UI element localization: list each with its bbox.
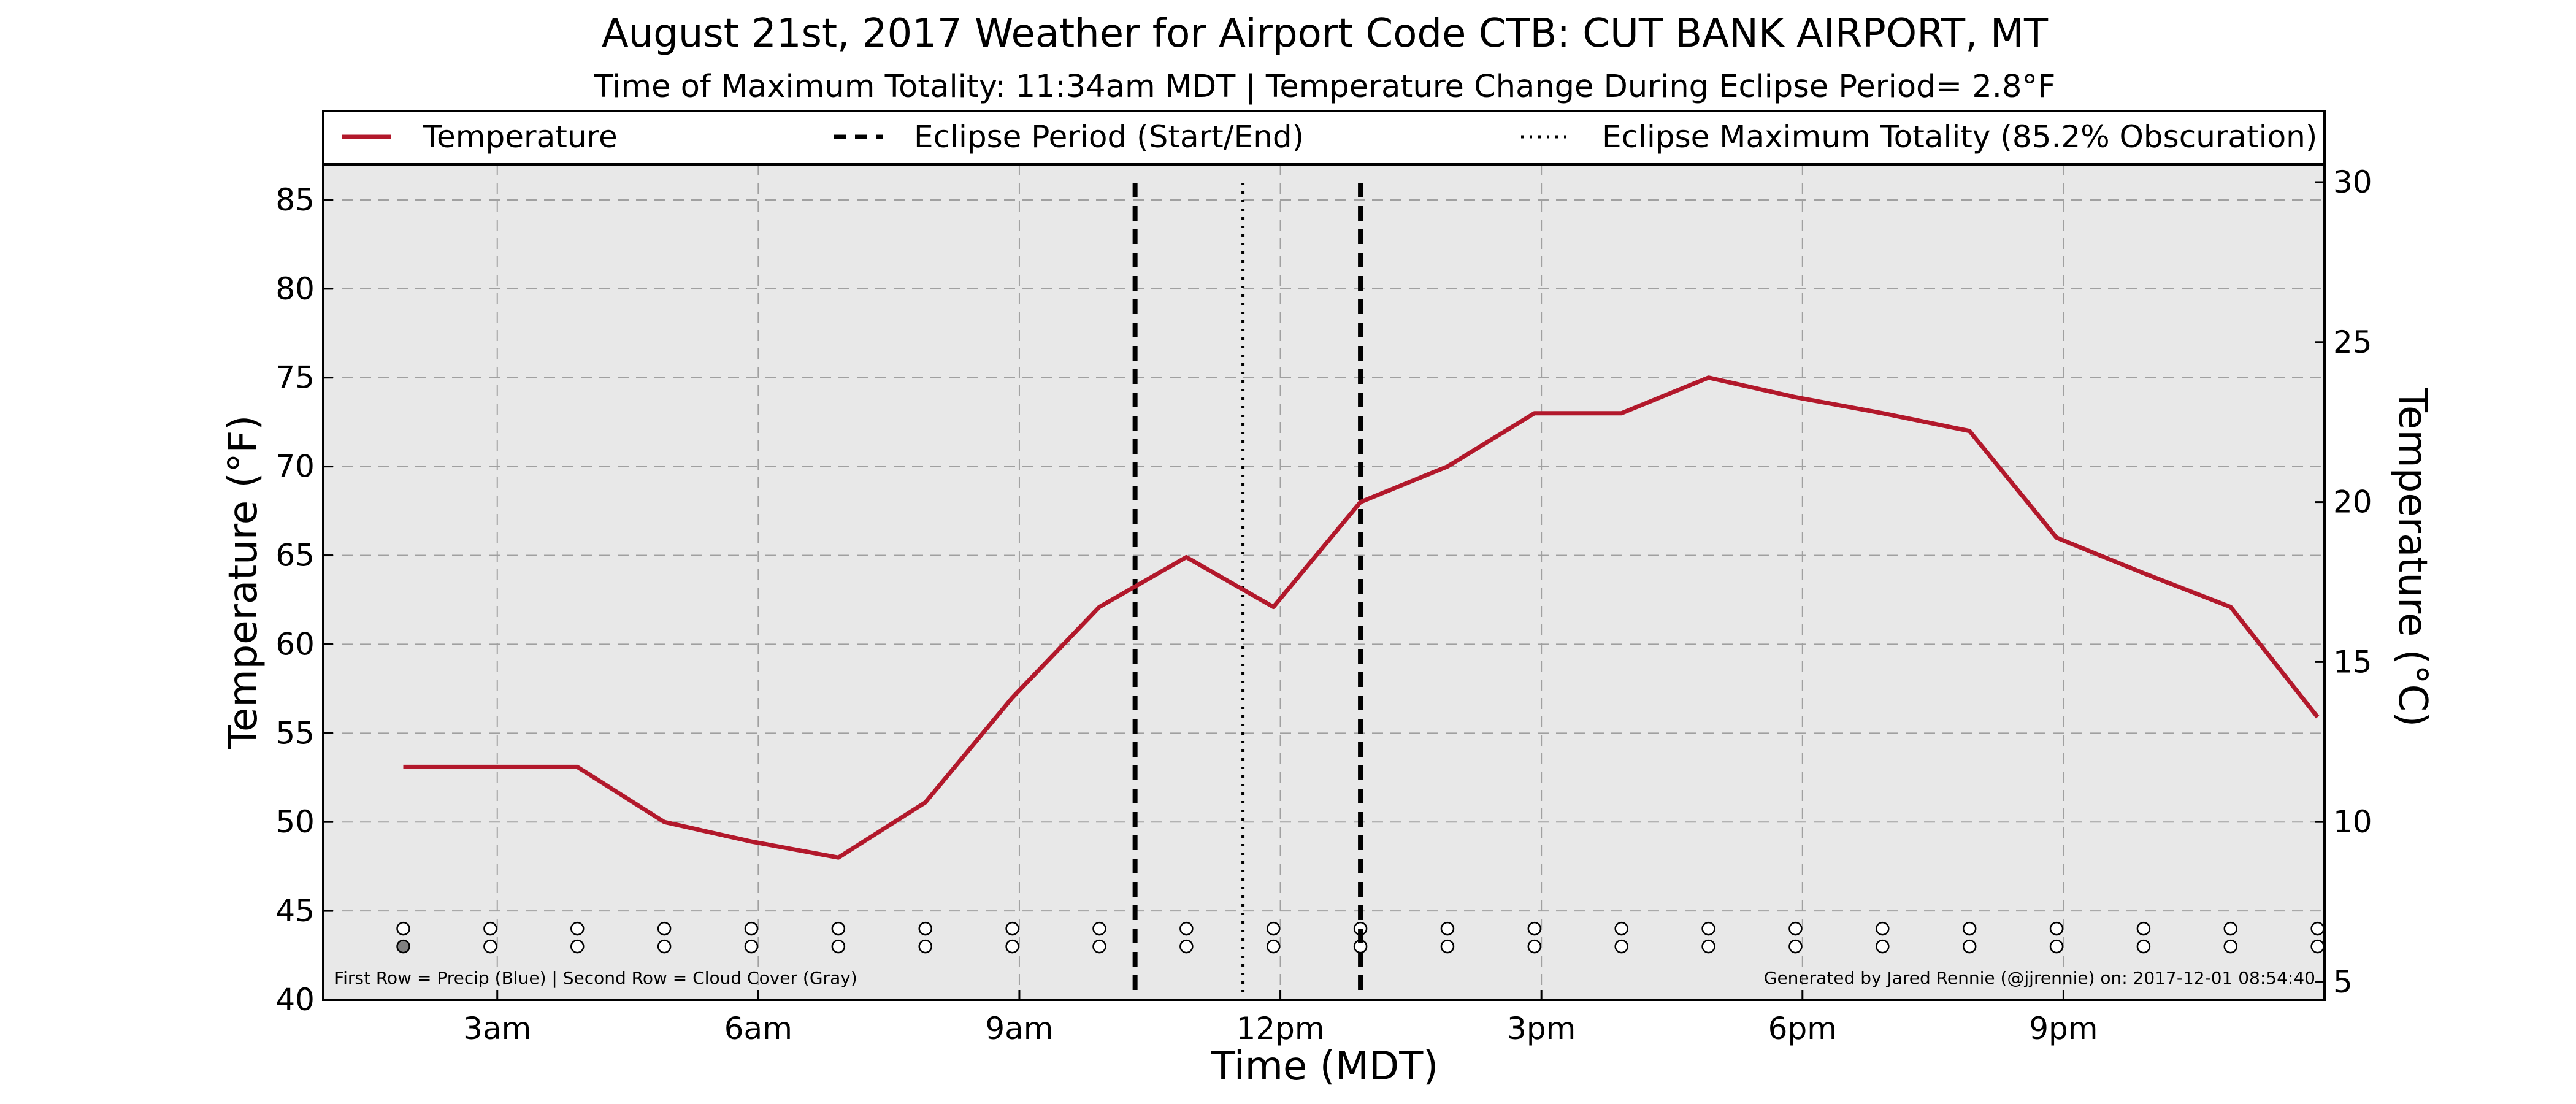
legend-eclipse-period-label: Eclipse Period (Start/End) [914,119,1304,155]
precip-marker [657,921,672,936]
y-tick-label: 75 [275,360,315,396]
y-tick-label: 85 [275,182,315,218]
precip-marker [396,921,410,936]
x-tick-label: 12pm [1236,1011,1325,1046]
precip-marker [2310,921,2325,936]
precip-marker [1440,921,1455,936]
precip-marker [744,921,759,936]
cloud-cover-marker [1962,939,1977,954]
cloud-cover-marker [657,939,672,954]
x-tick-label: 9pm [2029,1011,2098,1046]
y-axis-label-left: Temperature (°F) [221,415,266,750]
plot-area [322,163,2326,1001]
cloud-cover-marker [831,939,846,954]
precip-marker [1179,921,1194,936]
cloud-cover-marker [1788,939,1803,954]
y-tick-label: 45 [275,893,315,929]
y-axis-right: 5 10 15 20 25 30 [2315,164,2372,1000]
precip-marker [1005,921,1019,936]
y-tick-label: 55 [275,715,315,751]
y-right-tick-label: 15 [2333,644,2372,680]
legend-max-totality-label: Eclipse Maximum Totality (85.2% Obscurat… [1602,119,2317,155]
eclipse-lines [1132,183,1363,1000]
y-right-tick-label: 30 [2333,164,2372,200]
chart-title: August 21st, 2017 Weather for Airport Co… [602,11,2049,56]
cloud-cover-marker [1092,939,1106,954]
precip-marker [1092,921,1106,936]
temperature-line [403,375,2320,860]
precip-marker [2136,921,2151,936]
y-right-tick-label: 10 [2333,804,2372,840]
y-tick-label: 40 [275,982,315,1018]
legend-box [322,110,2326,166]
precip-marker [1876,921,1890,936]
plot-background [323,164,2325,1000]
precip-marker [570,921,585,936]
cloud-cover-marker [483,939,497,954]
y-axis-label-right: Temperature (°C) [2390,388,2435,727]
cloud-cover-marker [1179,939,1194,954]
x-tick-label: 3am [463,1011,531,1046]
y-tick-label: 60 [275,626,315,662]
legend-temperature-label: Temperature [423,119,618,155]
precip-marker [1962,921,1977,936]
y-right-tick-label: 20 [2333,485,2372,520]
cloud-cover-marker [1701,939,1715,954]
legend: Temperature Eclipse Period (Start/End) E… [322,110,2326,166]
x-axis-label: Time (MDT) [1211,1044,1439,1089]
y-tick-label: 65 [275,538,315,573]
x-tick-label: 3pm [1507,1011,1576,1046]
precip-marker [2223,921,2238,936]
y-tick-label: 80 [275,271,315,307]
x-axis: 3am 6am 9am 12pm 3pm 6pm 9pm [463,990,2098,1046]
cloud-cover-marker [2310,939,2325,954]
precip-marker [918,921,932,936]
precip-marker [1266,921,1281,936]
grid-lines [323,164,2325,1000]
cloud-cover-marker [1440,939,1455,954]
precip-marker [2049,921,2064,936]
cloud-cover-marker [1614,939,1628,954]
chart-subtitle: Time of Maximum Totality: 11:34am MDT | … [594,69,2056,105]
y-axis-left: 40 45 50 55 60 65 70 75 80 85 [275,182,333,1018]
cloud-cover-marker [1005,939,1019,954]
precip-marker [1614,921,1628,936]
x-tick-label: 9am [985,1011,1053,1046]
cloud-cover-marker [2136,939,2151,954]
precip-marker [1788,921,1803,936]
y-right-tick-label: 25 [2333,324,2372,360]
cloud-cover-marker [1527,939,1542,954]
precip-marker [1701,921,1715,936]
cloud-cover-marker [570,939,585,954]
cloud-cover-marker [2049,939,2064,954]
y-tick-label: 70 [275,449,315,485]
cloud-cover-marker [918,939,932,954]
precip-marker [483,921,497,936]
y-right-tick-label: 5 [2333,964,2353,1000]
obs-markers [396,921,2325,954]
footnote-right: Generated by Jared Rennie (@jjrennie) on… [1764,968,2315,988]
precip-marker [831,921,846,936]
series-lines [403,375,2320,860]
precip-marker [1527,921,1542,936]
cloud-cover-marker [1876,939,1890,954]
y-tick-label: 50 [275,804,315,840]
cloud-cover-marker [396,939,410,954]
cloud-cover-marker [744,939,759,954]
cloud-cover-marker [1266,939,1281,954]
cloud-cover-marker [2223,939,2238,954]
x-tick-label: 6pm [1768,1011,1837,1046]
footnote-left: First Row = Precip (Blue) | Second Row =… [334,968,857,988]
x-tick-label: 6am [724,1011,792,1046]
